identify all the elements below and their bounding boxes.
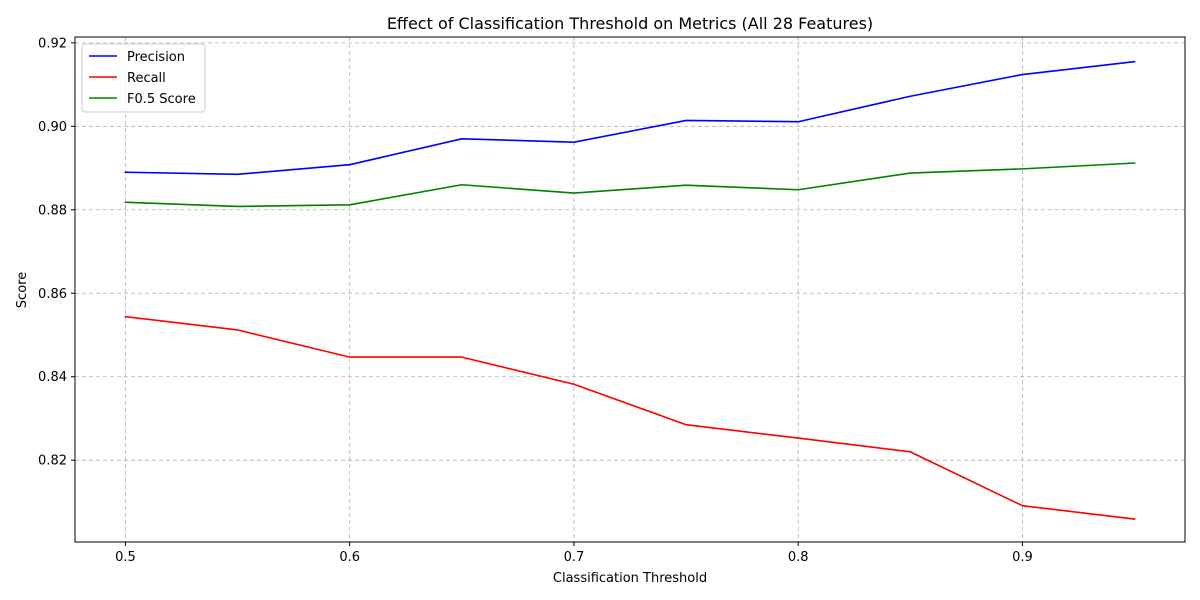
- y-axis-ticks: 0.82 0.84 0.86 0.88 0.90 0.92: [38, 36, 75, 469]
- legend-label-recall: Recall: [127, 71, 166, 86]
- series-line-recall: [124, 315, 1136, 520]
- x-tick-label: 0.5: [115, 550, 136, 565]
- y-tick-label: 0.90: [38, 120, 67, 135]
- grid-layer: [75, 37, 1185, 542]
- x-tick-label: 0.8: [788, 550, 809, 565]
- x-axis-title: Classification Threshold: [553, 571, 707, 586]
- y-axis-title: Score: [15, 272, 30, 308]
- y-tick-label: 0.92: [38, 36, 67, 51]
- legend-label-precision: Precision: [127, 50, 185, 65]
- legend-box: [81, 43, 206, 113]
- x-tick-label: 0.9: [1012, 550, 1033, 565]
- series-layer: [124, 60, 1136, 520]
- y-tick-label: 0.86: [38, 287, 67, 302]
- legend: Precision Recall F0.5 Score: [81, 43, 206, 113]
- x-tick-label: 0.7: [564, 550, 585, 565]
- legend-label-f05: F0.5 Score: [127, 92, 196, 107]
- y-tick-label: 0.82: [38, 454, 67, 469]
- series-line-precision: [124, 60, 1136, 176]
- x-tick-label: 0.6: [339, 550, 360, 565]
- x-axis-ticks: 0.5 0.6 0.7 0.8 0.9: [115, 542, 1033, 565]
- y-tick-label: 0.88: [38, 203, 67, 218]
- plot-area-frame: [74, 36, 1186, 543]
- y-tick-label: 0.84: [38, 370, 67, 385]
- series-line-f0-5-score: [124, 162, 1136, 208]
- chart-title: Effect of Classification Threshold on Me…: [387, 14, 873, 33]
